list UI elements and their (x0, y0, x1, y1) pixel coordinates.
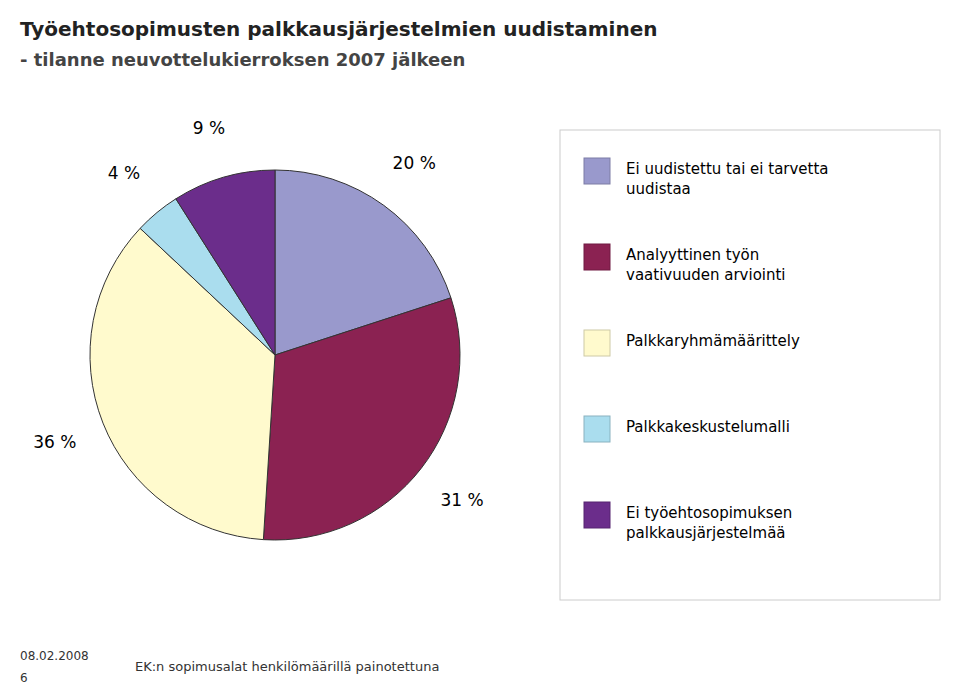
legend-label: Ei uudistettu tai ei tarvettauudistaa (626, 160, 829, 198)
annotation: 6 (20, 671, 28, 685)
legend-label: Palkkakeskustelumalli (626, 418, 790, 436)
annotation: EK:n sopimusalat henkilömäärillä painote… (135, 659, 439, 674)
data-label: 20 % (393, 153, 436, 173)
data-label: 36 % (33, 432, 76, 452)
legend-swatch (584, 158, 610, 184)
legend-label: Palkkaryhmämäärittely (626, 332, 800, 350)
legend-frame (560, 130, 940, 600)
slice (263, 298, 460, 540)
slice (176, 170, 275, 355)
data-labels: 20 % 31 % 36 % 4 % 9 % (33, 118, 483, 511)
legend-swatch (584, 416, 610, 442)
legend-swatch (584, 502, 610, 528)
legend-item: Palkkakeskustelumalli (584, 416, 790, 442)
legend-label: Analyyttinen työnvaativuuden arviointi (626, 246, 786, 284)
title: Työehtosopimusten palkkausjärjestelmien … (20, 17, 658, 41)
subtitle: - tilanne neuvottelukierroksen 2007 jälk… (20, 49, 465, 70)
chart: Työehtosopimusten palkkausjärjestelmien … (0, 0, 960, 697)
legend-label: Ei työehtosopimuksenpalkkausjärjestelmää (626, 504, 792, 542)
legend-swatch (584, 244, 610, 270)
data-label: 4 % (108, 163, 140, 183)
pie (90, 170, 460, 540)
legend-item: Analyyttinen työnvaativuuden arviointi (584, 244, 786, 284)
legend-item: Ei työehtosopimuksenpalkkausjärjestelmää (584, 502, 792, 542)
legend: Ei uudistettu tai ei tarvettauudistaa Ana… (560, 130, 940, 600)
legend-item: Ei uudistettu tai ei tarvettauudistaa (584, 158, 829, 198)
annotation: 08.02.2008 (20, 649, 89, 663)
data-label: 9 % (193, 118, 225, 138)
legend-item: Palkkaryhmämäärittely (584, 330, 800, 356)
data-label: 31 % (441, 490, 484, 510)
legend-swatch (584, 330, 610, 356)
